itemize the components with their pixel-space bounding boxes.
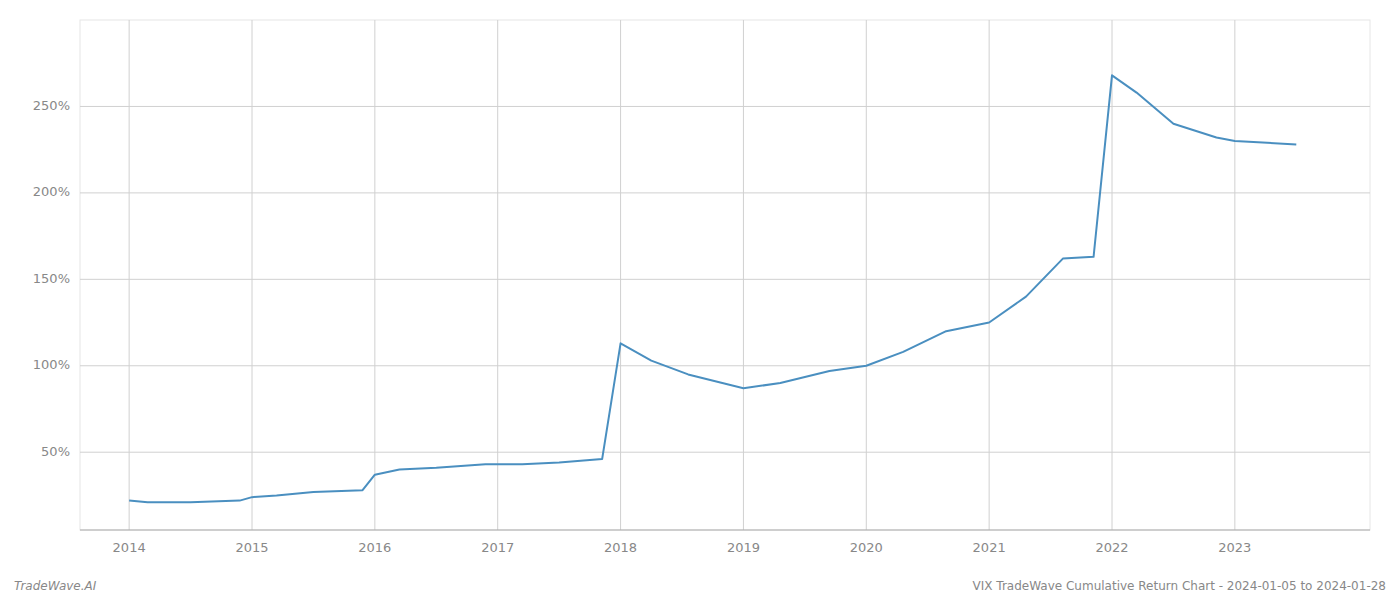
grid-line bbox=[80, 452, 1370, 453]
x-tick-label: 2015 bbox=[235, 540, 268, 555]
grid-line bbox=[620, 20, 621, 530]
x-axis-line bbox=[80, 529, 1370, 530]
grid-line bbox=[129, 20, 130, 530]
y-tick-label: 100% bbox=[33, 357, 70, 372]
grid-line bbox=[497, 20, 498, 530]
grid-line bbox=[374, 20, 375, 530]
grid-line bbox=[80, 279, 1370, 280]
x-tick-label: 2019 bbox=[727, 540, 760, 555]
y-tick-label: 250% bbox=[33, 98, 70, 113]
grid-line bbox=[743, 20, 744, 530]
x-tick-label: 2016 bbox=[358, 540, 391, 555]
y-tick-label: 150% bbox=[33, 271, 70, 286]
grid bbox=[80, 20, 1370, 530]
x-tick-label: 2017 bbox=[481, 540, 514, 555]
title: VIX TradeWave Cumulative Return Chart - … bbox=[973, 579, 1386, 593]
grid-line bbox=[80, 365, 1370, 366]
x-tick-label: 2020 bbox=[850, 540, 883, 555]
x-tick-label: 2014 bbox=[113, 540, 146, 555]
data-line bbox=[129, 75, 1296, 502]
grid-line bbox=[1112, 20, 1113, 530]
x-tick-label: 2023 bbox=[1218, 540, 1251, 555]
plot-frame bbox=[80, 20, 1370, 530]
ticks: 50% 100% 150% 200% 250% 2014 2015 2016 2017 2018 2… bbox=[33, 98, 1252, 555]
grid-line bbox=[989, 20, 990, 530]
chart: 50% 100% 150% 200% 250% 2014 2015 2016 2017 2018 2… bbox=[0, 0, 1400, 600]
grid-line bbox=[80, 106, 1370, 107]
y-tick-label: 50% bbox=[41, 444, 70, 459]
grid-line bbox=[80, 192, 1370, 193]
grid-line bbox=[1234, 20, 1235, 530]
watermark: TradeWave.AI bbox=[14, 579, 97, 593]
x-tick-label: 2018 bbox=[604, 540, 637, 555]
plot-area bbox=[129, 75, 1296, 502]
x-tick-label: 2021 bbox=[973, 540, 1006, 555]
y-tick-label: 200% bbox=[33, 184, 70, 199]
grid-line bbox=[866, 20, 867, 530]
x-tick-label: 2022 bbox=[1095, 540, 1128, 555]
grid-line bbox=[252, 20, 253, 530]
